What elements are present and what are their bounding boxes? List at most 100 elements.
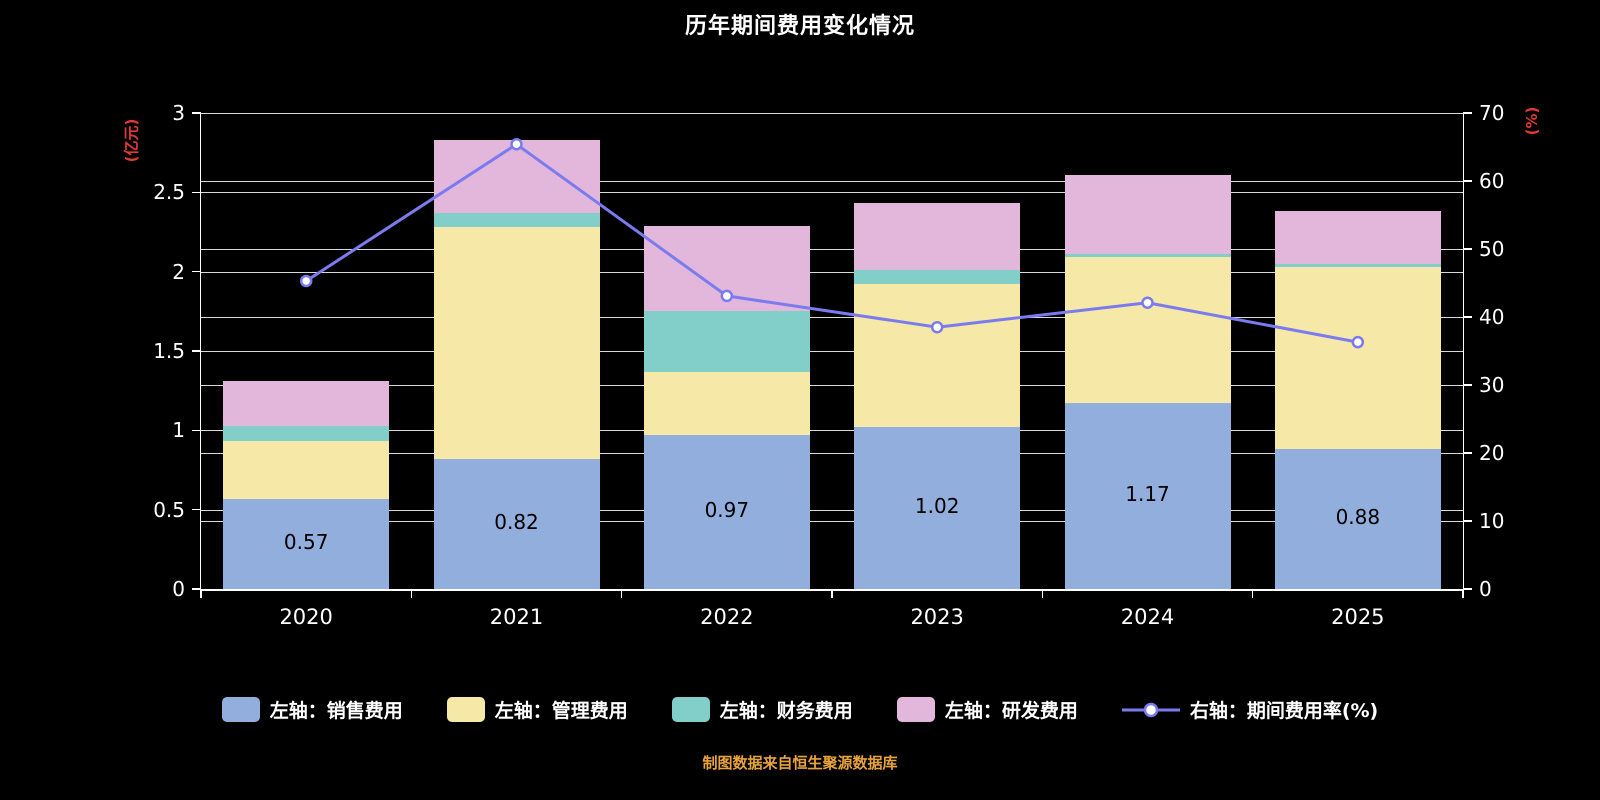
bar-value-label: 0.57 <box>283 529 329 554</box>
x-axis-tick <box>620 589 623 598</box>
bar-segment-rd-expense <box>1064 174 1231 255</box>
gridline <box>201 384 1463 386</box>
bar-value-label: 1.02 <box>914 494 960 519</box>
x-axis-tick <box>1462 589 1464 598</box>
legend-item-management-expense: 左轴：管理费用 <box>446 696 628 723</box>
line-marker <box>1351 335 1365 349</box>
x-axis-label: 2024 <box>1120 605 1175 629</box>
bar-segment-finance-expense <box>223 425 390 442</box>
bar-value-label: 0.82 <box>494 509 539 534</box>
legend-swatch <box>446 697 485 722</box>
legend-line-marker-icon <box>1121 702 1180 717</box>
bar-segment-management-expense <box>433 227 600 459</box>
right-axis-tick-label: 10 <box>1479 509 1505 533</box>
left-axis-tick <box>192 270 201 273</box>
x-axis-tick <box>200 589 202 598</box>
right-axis-tick-label: 60 <box>1479 169 1505 193</box>
bar-segment-finance-expense <box>1274 263 1441 267</box>
x-axis-tick <box>410 589 413 598</box>
footer-source: 制图数据来自恒生聚源数据库 <box>702 754 898 772</box>
bar-segment-sales-expense <box>1274 449 1441 589</box>
bar-segment-management-expense <box>223 441 390 499</box>
bar-value-label: 0.88 <box>1335 505 1381 530</box>
bar-segment-sales-expense <box>223 498 390 589</box>
legend-label: 左轴：研发费用 <box>944 700 1078 722</box>
left-axis-tick-label: 0.5 <box>153 497 185 522</box>
x-axis-label: 2022 <box>700 605 754 629</box>
bar-value-label: 0.97 <box>704 498 750 523</box>
bar-segment-rd-expense <box>854 203 1021 271</box>
x-axis-tick <box>831 589 833 598</box>
left-axis-tick-label: 0 <box>172 577 185 601</box>
right-axis-tick <box>1463 520 1472 522</box>
legend-item-rd-expense: 左轴：研发费用 <box>896 696 1078 723</box>
bar-value-label: 1.17 <box>1125 482 1170 507</box>
gridline <box>201 509 1463 511</box>
left-axis-tick-label: 2 <box>172 259 185 284</box>
line-marker <box>930 320 944 334</box>
period-expense-rate-line <box>299 138 1365 349</box>
gridline <box>201 191 1463 193</box>
bar-segment-management-expense <box>1274 266 1441 450</box>
gridline <box>201 248 1463 250</box>
left-axis-tick <box>192 508 201 511</box>
line-marker <box>720 289 734 303</box>
bar-segment-finance-expense <box>1064 254 1231 258</box>
chart-title: 历年期间费用变化情况 <box>684 14 915 39</box>
left-axis-tick <box>192 350 201 352</box>
legend-item-finance-expense: 左轴：财务费用 <box>671 696 853 723</box>
gridline <box>201 112 1463 114</box>
x-axis-label: 2025 <box>1331 605 1385 629</box>
line-marker <box>510 138 523 151</box>
legend-label: 左轴：管理费用 <box>494 700 628 722</box>
left-axis-tick <box>192 191 201 194</box>
left-axis-tick <box>192 429 201 432</box>
legend: 左轴：销售费用 左轴：管理费用 左轴：财务费用 左轴：研发费用 右轴：期间费用率(%) <box>0 696 1600 723</box>
bar-segment-sales-expense <box>854 427 1021 589</box>
left-axis-tick-label: 2.5 <box>153 180 185 205</box>
legend-swatch <box>896 697 935 722</box>
x-axis-tick <box>1041 589 1044 598</box>
gridline <box>201 316 1463 318</box>
right-axis-tick-label: 20 <box>1479 441 1505 465</box>
x-axis-tick <box>1251 589 1254 598</box>
line-marker <box>1141 296 1154 309</box>
left-axis-tick-label: 3 <box>172 101 185 125</box>
bar-segment-management-expense <box>643 371 810 436</box>
left-axis-tick <box>192 588 201 590</box>
right-axis-tick-label: 70 <box>1479 101 1505 125</box>
right-axis-tick <box>1463 588 1472 590</box>
bar-segment-sales-expense <box>433 458 600 589</box>
legend-item-sales-expense: 左轴：销售费用 <box>221 696 403 723</box>
bar-segment-rd-expense <box>223 381 390 426</box>
gridline <box>201 350 1463 352</box>
bar-segment-sales-expense <box>643 435 810 589</box>
legend-swatch <box>221 697 260 722</box>
right-axis-tick <box>1463 112 1472 114</box>
right-axis-tick <box>1463 316 1472 318</box>
bar-segment-rd-expense <box>1274 211 1441 264</box>
legend-label: 右轴：期间费用率(%) <box>1189 700 1379 722</box>
plot-area: 0 0.5 1 1.5 2 2.5 3 0 10 20 30 40 50 60 70 2020 2021 2022… <box>153 101 1504 629</box>
bar-segment-finance-expense <box>643 311 810 372</box>
line-marker <box>299 274 313 288</box>
right-axis-tick-label: 30 <box>1479 373 1505 397</box>
left-axis-tick-label: 1.5 <box>153 339 185 363</box>
gridline <box>201 520 1463 522</box>
right-axis-tick <box>1463 248 1472 250</box>
left-axis-tick <box>192 112 201 114</box>
bar-segment-rd-expense <box>433 139 600 213</box>
right-axis-tick-label: 0 <box>1479 577 1492 601</box>
gridline <box>201 452 1463 454</box>
gridline <box>201 271 1463 273</box>
legend-label: 左轴：财务费用 <box>719 700 853 722</box>
gridline <box>201 429 1463 431</box>
right-axis-tick <box>1463 384 1472 386</box>
x-axis-label: 2021 <box>489 605 544 629</box>
left-axis-tick-label: 1 <box>172 418 185 443</box>
bar-segment-finance-expense <box>854 270 1021 285</box>
bar-segment-management-expense <box>854 284 1021 428</box>
right-axis-tick-label: 50 <box>1479 237 1505 261</box>
legend-item-period-expense-rate: 右轴：期间费用率(%) <box>1121 696 1379 723</box>
